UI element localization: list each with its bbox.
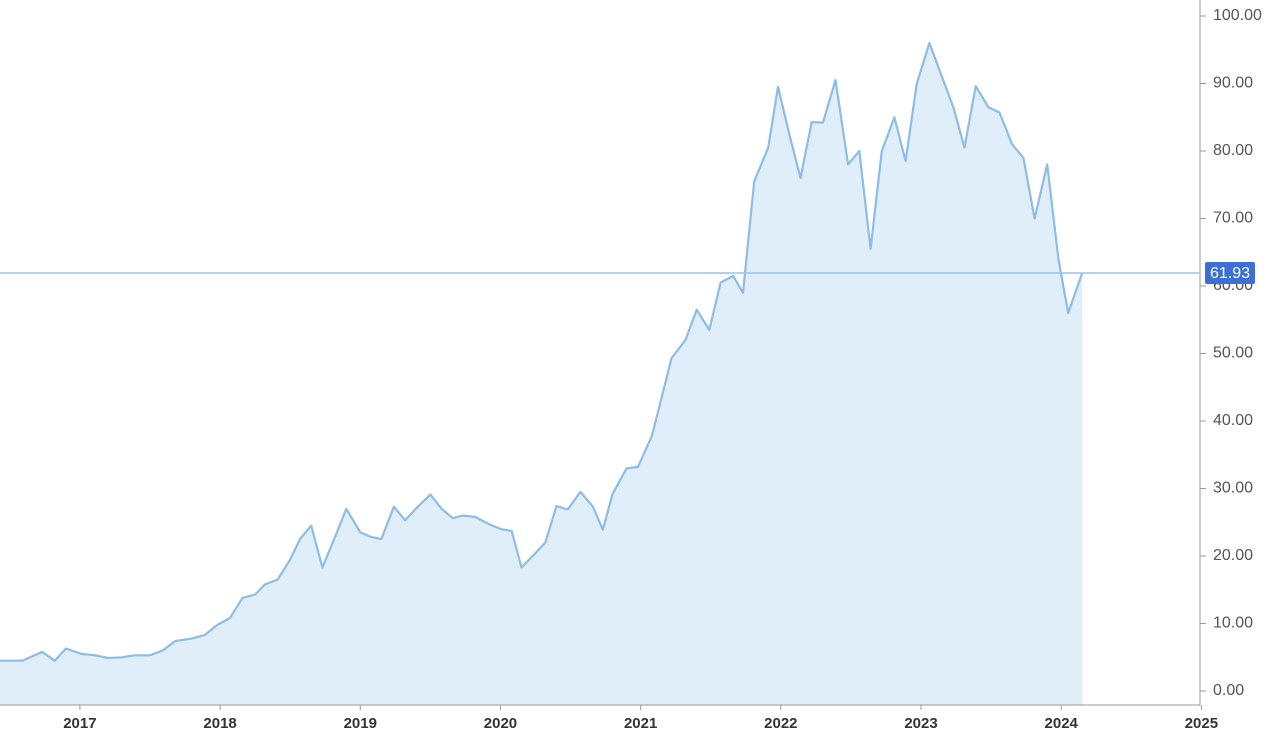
y-tick-label: 0.00	[1213, 682, 1244, 699]
price-line	[0, 41, 1084, 662]
area-fill	[0, 43, 1083, 705]
y-tick-label: 30.00	[1213, 480, 1253, 497]
last-value-label: 61.93	[1210, 265, 1250, 282]
x-tick-label: 2023	[904, 715, 937, 732]
y-tick-label: 70.00	[1213, 210, 1253, 227]
y-tick-label: 80.00	[1213, 142, 1253, 159]
x-tick-label: 2025	[1185, 715, 1218, 732]
y-tick-label: 50.00	[1213, 345, 1253, 362]
y-tick-label: 20.00	[1213, 547, 1253, 564]
y-tick-label: 90.00	[1213, 75, 1253, 92]
x-tick-label: 2020	[484, 715, 517, 732]
x-tick-label: 2021	[624, 715, 657, 732]
x-tick-label: 2017	[63, 715, 96, 732]
x-tick-label: 2024	[1045, 715, 1079, 732]
x-tick-label: 2018	[203, 715, 236, 732]
last-value-box	[1205, 261, 1255, 284]
y-tick-label: 40.00	[1213, 412, 1253, 429]
y-tick-label: 100.00	[1213, 7, 1262, 24]
x-tick-label: 2022	[764, 715, 797, 732]
x-tick-label: 2019	[344, 715, 377, 732]
y-tick-label: 10.00	[1213, 615, 1253, 632]
